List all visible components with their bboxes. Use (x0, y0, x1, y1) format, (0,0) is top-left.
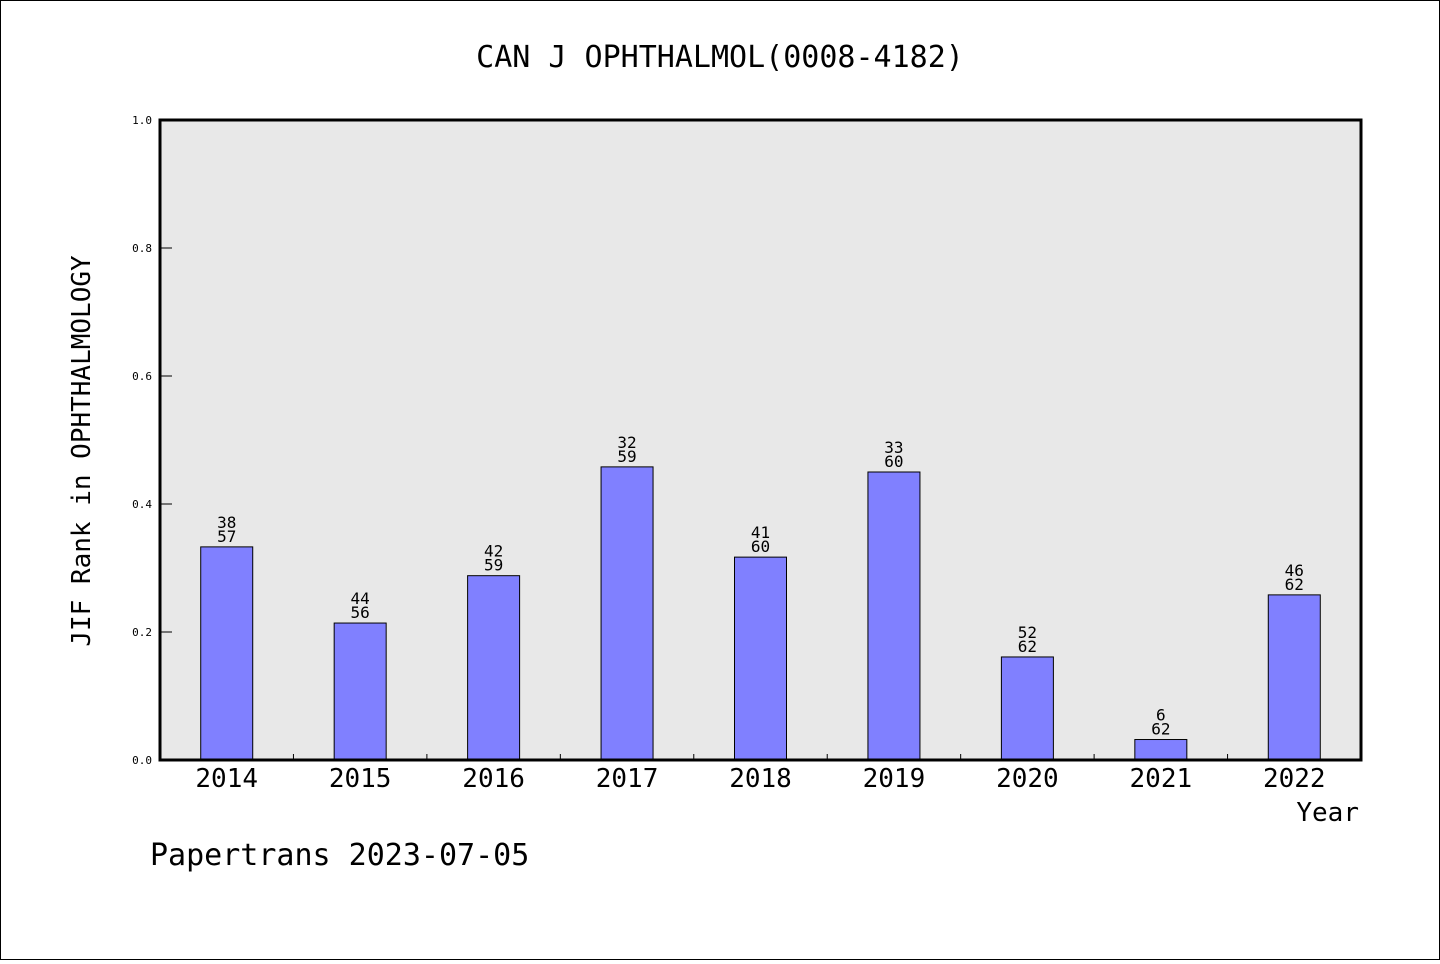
x-tick-label: 2015 (329, 764, 392, 794)
bar-total-label: 57 (217, 527, 236, 546)
bar-2016 (467, 575, 521, 761)
bar-rank-label: 38 (217, 513, 236, 532)
bar-2018 (734, 556, 787, 761)
bar-rank-label: 32 (617, 433, 636, 452)
x-axis-label: Year (1296, 798, 1359, 828)
bar-total-label: 60 (751, 537, 770, 556)
x-tick-label: 2021 (1130, 764, 1193, 794)
bar-2019 (867, 471, 921, 761)
x-axis-ticks: 2014 2015 2016 2017 2018 2019 2020 2021 2022 (195, 754, 1326, 794)
bar-rank-label: 52 (1018, 623, 1037, 642)
y-tick-label: 0.6 (132, 370, 152, 383)
chart-title: CAN J OPHTHALMOL(0008-4182) (476, 40, 964, 75)
bar-2021 (1134, 739, 1188, 761)
bar-2020 (1000, 656, 1054, 761)
bar-total-label: 60 (884, 452, 903, 471)
y-axis-label: JIF Rank in OPHTHALMOLOGY (67, 255, 97, 647)
x-tick-label: 2020 (996, 764, 1059, 794)
y-tick-label: 0.0 (132, 754, 152, 767)
bar-2014 (200, 546, 254, 761)
bar-rank-label: 41 (751, 523, 770, 542)
bar-rank-label: 33 (884, 438, 903, 457)
bars (200, 466, 1321, 761)
bar-rank-label: 42 (484, 542, 503, 561)
bar-total-label: 59 (484, 556, 503, 575)
bar-2017 (600, 466, 654, 761)
x-tick-label: 2017 (596, 764, 659, 794)
x-tick-label: 2022 (1263, 764, 1326, 794)
bar-total-label: 59 (617, 447, 636, 466)
bar-2022 (1267, 594, 1321, 761)
x-tick-label: 2016 (462, 764, 525, 794)
bar-rank-label: 44 (351, 589, 370, 608)
y-tick-label: 1.0 (132, 114, 152, 127)
bar-2015 (333, 622, 387, 761)
bar-rank-label: 6 (1156, 706, 1166, 725)
bar-total-label: 62 (1018, 637, 1037, 656)
footer-text: Papertrans 2023-07-05 (150, 838, 529, 873)
bar-total-label: 62 (1285, 575, 1304, 594)
x-tick-label: 2019 (863, 764, 926, 794)
bar-total-label: 62 (1151, 720, 1170, 739)
x-tick-label: 2018 (729, 764, 792, 794)
bar-total-label: 56 (351, 603, 370, 622)
y-tick-label: 0.4 (132, 498, 152, 511)
y-tick-label: 0.8 (132, 242, 152, 255)
bar-rank-label: 46 (1285, 561, 1304, 580)
y-tick-label: 0.2 (132, 626, 152, 639)
plot-border (158, 118, 1363, 762)
x-tick-label: 2014 (195, 764, 258, 794)
